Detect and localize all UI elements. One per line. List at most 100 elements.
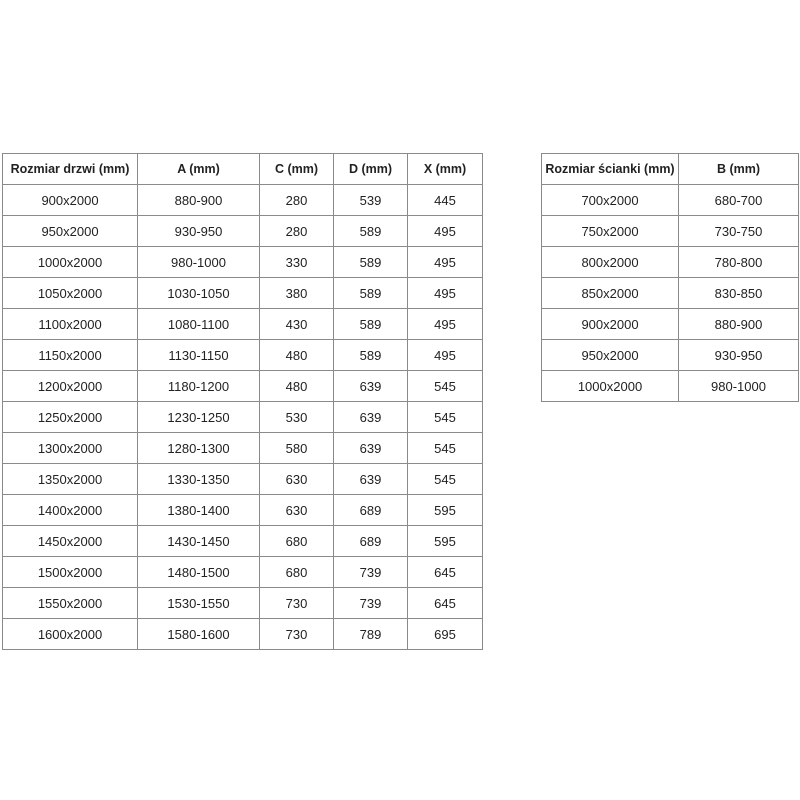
table-cell: 589 [333,339,408,371]
table-cell: 1600x2000 [2,618,138,650]
table-cell: 750x2000 [541,215,679,247]
table-cell: 539 [333,184,408,216]
table-cell: 495 [407,277,483,309]
table-row: 1550x2000 1530-1550 730 739 645 [2,587,483,619]
table-cell: 930-950 [678,339,799,371]
door-size-table: Rozmiar drzwi (mm) A (mm) C (mm) D (mm) X (m… [2,153,483,650]
table-cell: 1000x2000 [2,246,138,278]
table-cell: 1300x2000 [2,432,138,464]
table-cell: 595 [407,525,483,557]
table-cell: 280 [259,215,334,247]
table-cell: 530 [259,401,334,433]
table-cell: 430 [259,308,334,340]
table-cell: 1130-1150 [137,339,260,371]
table-cell: 880-900 [137,184,260,216]
table-row: 750x2000 730-750 [541,215,799,247]
column-header: Rozmiar drzwi (mm) [2,153,138,185]
table-header-row: Rozmiar ścianki (mm) B (mm) [541,153,799,185]
table-cell: 980-1000 [678,370,799,402]
table-cell: 1000x2000 [541,370,679,402]
table-cell: 589 [333,277,408,309]
table-row: 1150x2000 1130-1150 480 589 495 [2,339,483,371]
table-cell: 930-950 [137,215,260,247]
table-cell: 595 [407,494,483,526]
table-header-row: Rozmiar drzwi (mm) A (mm) C (mm) D (mm) X (m… [2,153,483,185]
table-cell: 1450x2000 [2,525,138,557]
wall-size-table: Rozmiar ścianki (mm) B (mm) 700x2000 680-7… [541,153,799,402]
table-row: 1600x2000 1580-1600 730 789 695 [2,618,483,650]
table-cell: 980-1000 [137,246,260,278]
table-cell: 1550x2000 [2,587,138,619]
table-cell: 1430-1450 [137,525,260,557]
table-cell: 280 [259,184,334,216]
table-cell: 495 [407,339,483,371]
table-row: 1050x2000 1030-1050 380 589 495 [2,277,483,309]
table-cell: 495 [407,215,483,247]
table-cell: 739 [333,556,408,588]
table-cell: 1480-1500 [137,556,260,588]
table-cell: 645 [407,587,483,619]
table-cell: 830-850 [678,277,799,309]
table-row: 1000x2000 980-1000 330 589 495 [2,246,483,278]
table-cell: 589 [333,246,408,278]
table-cell: 689 [333,525,408,557]
table-cell: 1100x2000 [2,308,138,340]
table-cell: 589 [333,215,408,247]
table-cell: 1200x2000 [2,370,138,402]
table-cell: 1330-1350 [137,463,260,495]
table-cell: 1230-1250 [137,401,260,433]
table-cell: 680 [259,525,334,557]
table-cell: 1050x2000 [2,277,138,309]
table-cell: 1030-1050 [137,277,260,309]
table-cell: 330 [259,246,334,278]
table-cell: 380 [259,277,334,309]
table-cell: 800x2000 [541,246,679,278]
table-cell: 630 [259,463,334,495]
table-row: 1350x2000 1330-1350 630 639 545 [2,463,483,495]
table-cell: 1180-1200 [137,370,260,402]
column-header: Rozmiar ścianki (mm) [541,153,679,185]
column-header: X (mm) [407,153,483,185]
table-row: 950x2000 930-950 [541,339,799,371]
table-cell: 1080-1100 [137,308,260,340]
table-cell: 1400x2000 [2,494,138,526]
table-cell: 495 [407,308,483,340]
table-cell: 900x2000 [2,184,138,216]
table-cell: 1150x2000 [2,339,138,371]
table-cell: 950x2000 [541,339,679,371]
table-row: 1400x2000 1380-1400 630 689 595 [2,494,483,526]
table-row: 700x2000 680-700 [541,184,799,216]
table-cell: 480 [259,370,334,402]
table-cell: 780-800 [678,246,799,278]
table-row: 1200x2000 1180-1200 480 639 545 [2,370,483,402]
column-header: D (mm) [333,153,408,185]
table-row: 1100x2000 1080-1100 430 589 495 [2,308,483,340]
table-cell: 900x2000 [541,308,679,340]
table-cell: 639 [333,432,408,464]
table-cell: 1580-1600 [137,618,260,650]
column-header: C (mm) [259,153,334,185]
table-cell: 580 [259,432,334,464]
table-row: 950x2000 930-950 280 589 495 [2,215,483,247]
table-cell: 495 [407,246,483,278]
table-cell: 695 [407,618,483,650]
table-cell: 639 [333,401,408,433]
table-cell: 480 [259,339,334,371]
table-cell: 730 [259,587,334,619]
table-cell: 639 [333,370,408,402]
column-header: B (mm) [678,153,799,185]
table-cell: 700x2000 [541,184,679,216]
table-cell: 1380-1400 [137,494,260,526]
table-cell: 850x2000 [541,277,679,309]
table-cell: 545 [407,401,483,433]
table-cell: 545 [407,370,483,402]
table-cell: 1500x2000 [2,556,138,588]
table-cell: 789 [333,618,408,650]
table-cell: 730-750 [678,215,799,247]
table-row: 1000x2000 980-1000 [541,370,799,402]
table-row: 900x2000 880-900 [541,308,799,340]
table-cell: 680-700 [678,184,799,216]
table-cell: 1250x2000 [2,401,138,433]
table-cell: 880-900 [678,308,799,340]
table-cell: 1280-1300 [137,432,260,464]
